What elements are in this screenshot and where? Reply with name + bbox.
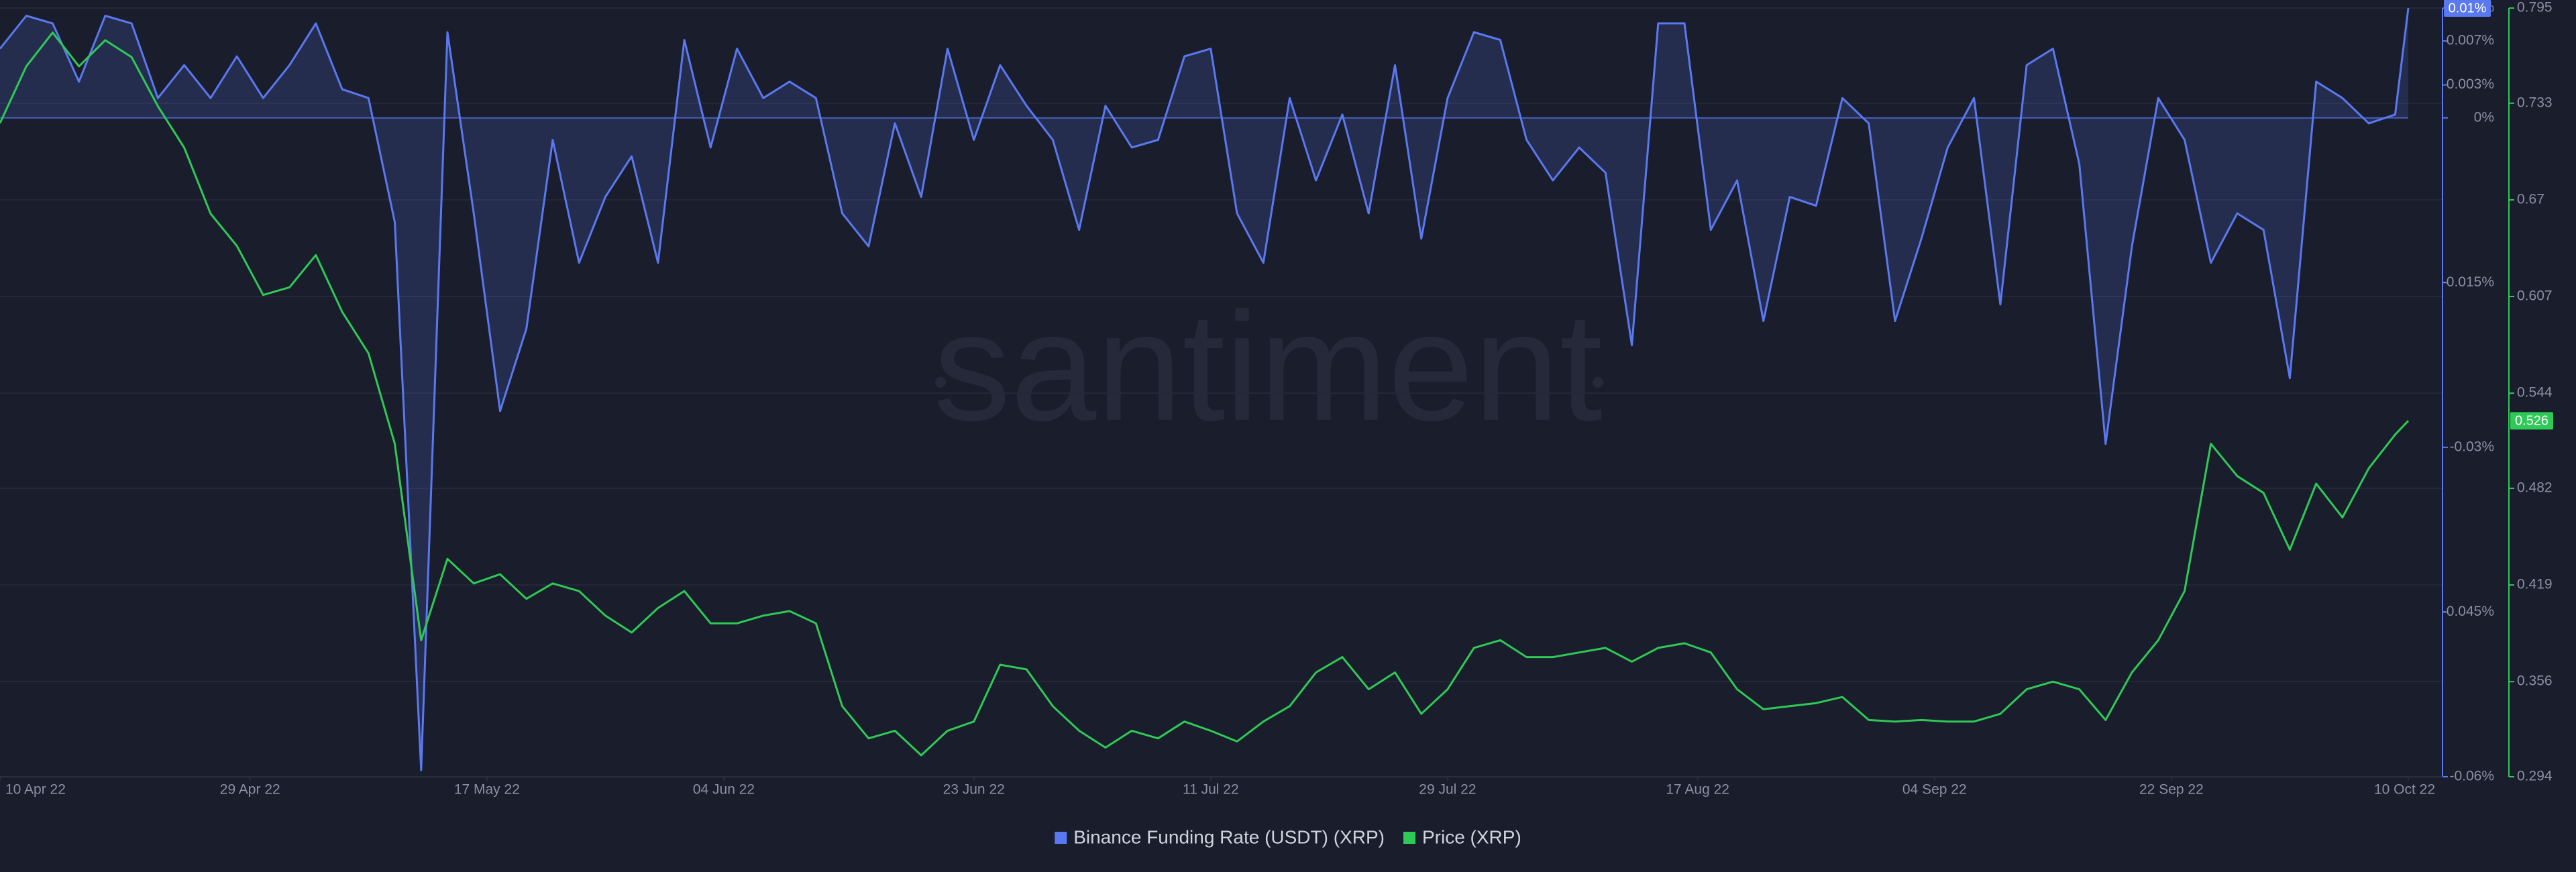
y-tick-label: 0% — [2474, 109, 2494, 125]
x-tick-label: 23 Jun 22 — [943, 782, 1005, 798]
area-fill — [0, 8, 2408, 771]
y2-tick-label: 0.607 — [2517, 288, 2553, 304]
series-line — [0, 32, 2410, 757]
legend-swatch — [1403, 832, 1415, 844]
y2-tick-label: 0.795 — [2517, 0, 2553, 15]
y2-tick-label: 0.67 — [2517, 191, 2544, 207]
legend-swatch — [1055, 832, 1067, 844]
y2-tick-label: 0.294 — [2517, 769, 2553, 784]
x-tick-label: 29 Apr 22 — [220, 782, 280, 798]
x-tick-label: 04 Sep 22 — [1902, 782, 1967, 798]
y-tick-label: -0.015% — [2442, 274, 2494, 290]
current-value-badge — [2510, 412, 2553, 430]
x-tick-label: 29 Jul 22 — [1419, 782, 1476, 798]
y2-tick-label: 0.733 — [2517, 95, 2553, 110]
y-tick-label: -0.03% — [2449, 439, 2494, 454]
y-tick-label: 0.003% — [2447, 76, 2494, 92]
y2-tick-label: 0.356 — [2517, 673, 2553, 689]
legend-label: Binance Funding Rate (USDT) (XRP) — [1073, 826, 1385, 847]
watermark-dot — [935, 377, 946, 388]
current-value-badge — [2444, 0, 2491, 17]
y-tick-label: -0.045% — [2442, 604, 2494, 619]
x-tick-label: 04 Jun 22 — [693, 782, 755, 798]
current-value-label: 0.01% — [2449, 1, 2487, 15]
watermark: santiment — [933, 280, 1602, 453]
x-tick-label: 22 Sep 22 — [2139, 782, 2204, 798]
series-line — [0, 7, 2410, 771]
x-tick-label: 11 Jul 22 — [1183, 782, 1239, 798]
y2-tick-label: 0.482 — [2517, 480, 2553, 496]
x-tick-label: 10 Apr 22 — [5, 782, 66, 798]
y-tick-label: 0.007% — [2447, 33, 2494, 48]
x-tick-label: 17 Aug 22 — [1666, 782, 1729, 798]
current-value-label: 0.526 — [2515, 414, 2548, 429]
x-tick-label: 10 Oct 22 — [2374, 782, 2435, 798]
y2-tick-label: 0.419 — [2517, 577, 2553, 592]
watermark-dot — [1593, 377, 1603, 388]
legend: Binance Funding Rate (USDT) (XRP) Price (… — [1055, 826, 1521, 847]
y2-tick-label: 0.544 — [2517, 385, 2553, 400]
x-tick-label: 17 May 22 — [454, 782, 520, 798]
y-tick-label: -0.06% — [2449, 769, 2494, 784]
legend-label: Price (XRP) — [1422, 826, 1521, 847]
